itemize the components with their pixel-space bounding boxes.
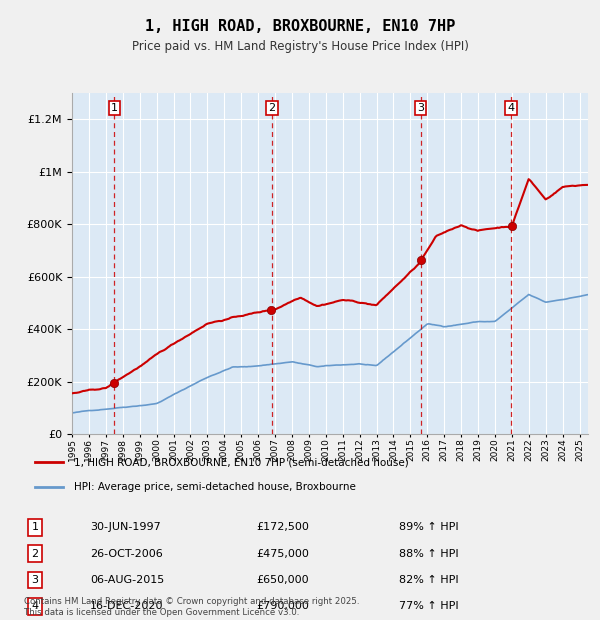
- Text: 26-OCT-2006: 26-OCT-2006: [90, 549, 163, 559]
- Text: £475,000: £475,000: [256, 549, 309, 559]
- Text: 88% ↑ HPI: 88% ↑ HPI: [400, 549, 459, 559]
- Text: 89% ↑ HPI: 89% ↑ HPI: [400, 523, 459, 533]
- Text: 3: 3: [417, 103, 424, 113]
- Text: 3: 3: [32, 575, 38, 585]
- Text: 06-AUG-2015: 06-AUG-2015: [90, 575, 164, 585]
- Text: 2: 2: [31, 549, 38, 559]
- Text: £650,000: £650,000: [256, 575, 308, 585]
- Text: Contains HM Land Registry data © Crown copyright and database right 2025.
This d: Contains HM Land Registry data © Crown c…: [24, 598, 359, 617]
- Text: 1, HIGH ROAD, BROXBOURNE, EN10 7HP: 1, HIGH ROAD, BROXBOURNE, EN10 7HP: [145, 19, 455, 33]
- Text: £790,000: £790,000: [256, 601, 309, 611]
- Text: 1: 1: [111, 103, 118, 113]
- Text: 1: 1: [32, 523, 38, 533]
- Text: 2: 2: [268, 103, 275, 113]
- Text: 4: 4: [31, 601, 38, 611]
- Text: 77% ↑ HPI: 77% ↑ HPI: [400, 601, 459, 611]
- Text: HPI: Average price, semi-detached house, Broxbourne: HPI: Average price, semi-detached house,…: [74, 482, 356, 492]
- Text: 4: 4: [508, 103, 515, 113]
- Text: 1, HIGH ROAD, BROXBOURNE, EN10 7HP (semi-detached house): 1, HIGH ROAD, BROXBOURNE, EN10 7HP (semi…: [74, 457, 409, 467]
- Text: 16-DEC-2020: 16-DEC-2020: [90, 601, 164, 611]
- Text: Price paid vs. HM Land Registry's House Price Index (HPI): Price paid vs. HM Land Registry's House …: [131, 40, 469, 53]
- Text: 82% ↑ HPI: 82% ↑ HPI: [400, 575, 459, 585]
- Text: £172,500: £172,500: [256, 523, 309, 533]
- Text: 30-JUN-1997: 30-JUN-1997: [90, 523, 161, 533]
